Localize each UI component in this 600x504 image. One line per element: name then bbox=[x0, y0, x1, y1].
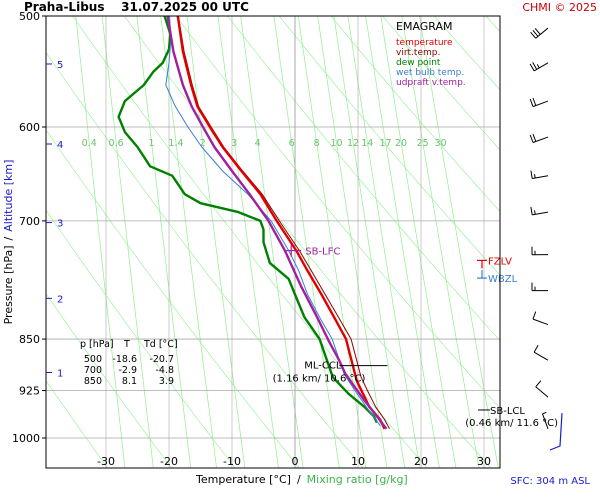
table-cell: 500 bbox=[84, 354, 102, 365]
altitude-tick-label: 3 bbox=[57, 219, 63, 230]
altitude-tick-label: 5 bbox=[57, 60, 63, 71]
mixing-ratio-label: 17 bbox=[379, 138, 391, 149]
station-time-title: Praha-Libus 31.07.2025 00 UTC bbox=[24, 0, 249, 14]
mixing-ratio-label: 10 bbox=[330, 138, 342, 149]
mixing-ratio-label: 6 bbox=[289, 138, 295, 149]
wind-barb-feather bbox=[535, 174, 536, 178]
table-header: Td [°C] bbox=[143, 339, 178, 350]
credit-text: CHMI © 2025 bbox=[522, 1, 597, 14]
ccl-label: ML-CCL bbox=[304, 361, 342, 372]
temperature-tick-label: 30 bbox=[477, 455, 491, 468]
legend-entry-dew-point: dew point bbox=[396, 58, 441, 68]
table-cell: 8.1 bbox=[122, 376, 137, 387]
x-axis-label-separator: / bbox=[297, 473, 301, 486]
legend-entry-temperature: temperature bbox=[396, 38, 453, 48]
x-axis-label-mixing: Mixing ratio [g/kg] bbox=[307, 473, 408, 486]
altitude-tick-label: 2 bbox=[57, 294, 63, 305]
table-header: p [hPa] bbox=[80, 339, 114, 350]
temperature-tick-label: 0 bbox=[292, 455, 299, 468]
surface-elevation: SFC: 304 m ASL bbox=[510, 476, 590, 487]
wbzl-label: WBZL bbox=[488, 274, 518, 285]
altitude-tick-label: 1 bbox=[57, 369, 63, 380]
table-cell: 700 bbox=[84, 365, 102, 376]
legend-entry-virt-temp: virt.temp. bbox=[396, 48, 440, 58]
lcl-label: SB-LCL bbox=[490, 406, 525, 417]
legend-entry-updraft: udpraft v.temp. bbox=[396, 78, 466, 88]
ccl-note: (1.16 km/ 10.6 °C) bbox=[273, 374, 366, 385]
temperature-tick-label: -30 bbox=[97, 455, 115, 468]
pressure-tick-label: 600 bbox=[19, 121, 40, 134]
pressure-tick-label: 925 bbox=[19, 385, 40, 398]
y-axis-label-pressure: Pressure [hPa] bbox=[2, 245, 15, 324]
mixing-ratio-label: 3 bbox=[231, 138, 237, 149]
table-cell: -18.6 bbox=[112, 354, 137, 365]
chart-title: EMAGRAM bbox=[396, 20, 453, 33]
mixing-ratio-label: 20 bbox=[395, 138, 407, 149]
temperature-tick-label: 20 bbox=[414, 455, 428, 468]
lfc-label: SB-LFC bbox=[305, 247, 340, 258]
legend-entry-wet-bulb: wet bulb temp. bbox=[396, 68, 464, 78]
pressure-tick-label: 700 bbox=[19, 215, 40, 228]
temperature-tick-label: -10 bbox=[223, 455, 241, 468]
mixing-ratio-label: 0.4 bbox=[82, 138, 97, 149]
mixing-ratio-label: 14 bbox=[361, 138, 373, 149]
altitude-tick-label: 4 bbox=[57, 140, 63, 151]
mixing-ratio-label: 4 bbox=[255, 138, 261, 149]
mixing-ratio-label: 8 bbox=[314, 138, 320, 149]
temperature-tick-label: -20 bbox=[160, 455, 178, 468]
mixing-ratio-label: 0.6 bbox=[109, 138, 124, 149]
mixing-ratio-label: 1 bbox=[148, 138, 154, 149]
mixing-ratio-label: 30 bbox=[435, 138, 447, 149]
table-cell: 850 bbox=[84, 376, 102, 387]
temperature-tick-label: 10 bbox=[351, 455, 365, 468]
mixing-ratio-label: 12 bbox=[347, 138, 359, 149]
table-cell: -4.8 bbox=[155, 365, 174, 376]
table-cell: 3.9 bbox=[159, 376, 174, 387]
wind-barb-feather bbox=[535, 210, 536, 214]
table-cell: -20.7 bbox=[149, 354, 174, 365]
table-header: T bbox=[123, 339, 130, 350]
mixing-ratio-label: 25 bbox=[417, 138, 429, 149]
y-axis-label-separator: / bbox=[2, 236, 15, 240]
table-cell: -2.9 bbox=[118, 365, 137, 376]
y-axis-label-altitude: Altitude [km] bbox=[2, 160, 15, 232]
x-axis-label-temperature: Temperature [°C] bbox=[195, 473, 291, 486]
pressure-tick-label: 1000 bbox=[12, 432, 40, 445]
mixing-ratio-label: 1.4 bbox=[168, 138, 183, 149]
pressure-tick-label: 850 bbox=[19, 333, 40, 346]
